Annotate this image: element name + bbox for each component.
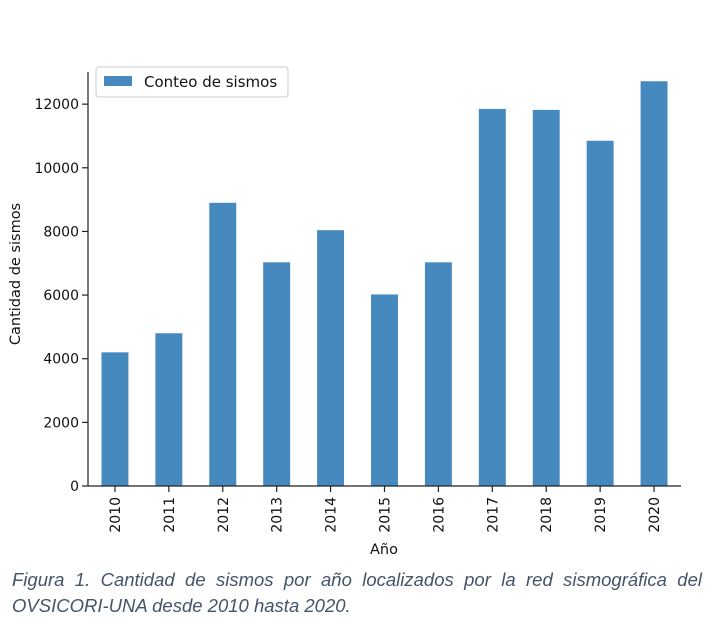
bar-2015 [371, 294, 398, 486]
x-tick-label-2017: 2017 [485, 497, 501, 533]
bar-2019 [586, 140, 614, 486]
y-tick-label-8000: 8000 [43, 224, 79, 240]
bar-2017 [478, 108, 506, 487]
x-axis: 2010 2011 2012 2013 2014 2015 2016 2017 2018 2019… [88, 485, 681, 533]
legend: Conteo de sismos [95, 66, 289, 98]
x-tick-label-2011: 2011 [162, 497, 178, 533]
x-tick-label-2012: 2012 [216, 497, 232, 533]
bar-2018 [532, 109, 560, 486]
bar-2011 [155, 333, 183, 486]
x-axis-title: Año [370, 542, 398, 558]
y-tick-label-10000: 10000 [34, 161, 79, 177]
figure-caption: Figura 1. Cantidad de sismos por año loc… [12, 569, 702, 616]
y-tick-label-4000: 4000 [43, 352, 79, 368]
legend-box [95, 66, 289, 98]
y-tick-label-6000: 6000 [43, 288, 79, 304]
legend-label: Conteo de sismos [144, 73, 277, 91]
x-tick-label-2019: 2019 [593, 497, 609, 533]
y-axis: 0 2000 4000 6000 8000 10000 12000 [34, 71, 89, 495]
x-tick-label-2015: 2015 [378, 497, 394, 533]
bar-2010 [101, 352, 129, 486]
x-tick-label-2018: 2018 [539, 497, 555, 533]
x-tick-label-2016: 2016 [431, 497, 447, 533]
x-tick-label-2010: 2010 [108, 497, 124, 533]
legend-swatch [104, 76, 132, 86]
bar-2014 [317, 230, 345, 486]
x-tick-label-2014: 2014 [324, 497, 340, 533]
bar-2020 [640, 81, 668, 486]
y-tick-label-0: 0 [70, 479, 79, 495]
y-tick-label-2000: 2000 [43, 415, 79, 431]
bar-chart: 0 2000 4000 6000 8000 10000 12000 2010 2011 2012… [8, 66, 681, 558]
bars [101, 81, 668, 487]
y-axis-title: Cantidad de sismos [8, 203, 24, 345]
bar-2016 [424, 262, 452, 486]
y-tick-label-12000: 12000 [34, 97, 79, 113]
bar-2013 [263, 262, 291, 486]
x-tick-label-2020: 2020 [647, 497, 663, 533]
bar-2012 [209, 202, 237, 487]
x-tick-label-2013: 2013 [270, 497, 286, 533]
